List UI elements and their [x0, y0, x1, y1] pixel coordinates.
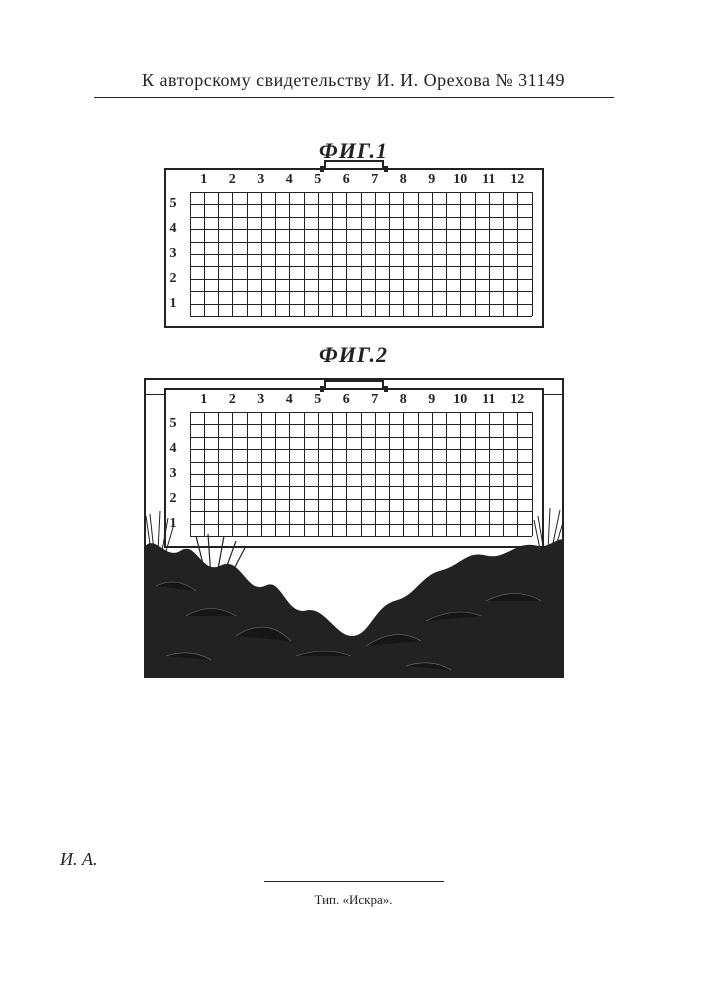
column-number: 5	[314, 392, 321, 408]
grid-hline	[190, 437, 532, 438]
fig2-scene: 123456789101112 54321	[144, 378, 564, 678]
grid-hline	[190, 486, 532, 487]
grid-hline	[190, 412, 532, 413]
grid-hline	[190, 424, 532, 425]
row-number: 4	[170, 221, 177, 237]
column-number: 4	[286, 392, 293, 408]
column-number: 7	[371, 172, 378, 188]
grid-hline	[190, 266, 532, 267]
column-number: 1	[200, 392, 207, 408]
grid-hline	[190, 242, 532, 243]
fig1-row-numbers: 5 4 3 2 1	[170, 192, 188, 316]
column-number: 12	[510, 172, 524, 188]
fig2-terrain	[146, 506, 564, 676]
grid-hline	[190, 192, 532, 193]
grid-hline	[190, 499, 532, 500]
column-number: 10	[453, 392, 467, 408]
grid-hline	[190, 229, 532, 230]
column-number: 11	[482, 392, 495, 408]
column-number: 8	[400, 392, 407, 408]
page: К авторскому свидетельству И. И. Орехова…	[0, 0, 707, 1000]
grid-hline	[190, 449, 532, 450]
grid-hline	[190, 304, 532, 305]
fig1-grid	[190, 192, 532, 316]
row-number: 4	[170, 441, 177, 457]
column-number: 12	[510, 392, 524, 408]
column-number: 3	[257, 172, 264, 188]
grid-hline	[190, 217, 532, 218]
grid-hline	[190, 254, 532, 255]
row-number: 2	[170, 271, 177, 287]
column-number: 2	[229, 392, 236, 408]
fig2-label: ФИГ.2	[144, 342, 564, 368]
column-number: 6	[343, 172, 350, 188]
certificate-header: К авторскому свидетельству И. И. Орехова…	[60, 70, 647, 91]
grid-hline	[190, 291, 532, 292]
row-number: 5	[170, 196, 177, 212]
fig1-column-numbers: 123456789101112	[190, 172, 532, 190]
column-number: 2	[229, 172, 236, 188]
row-number: 3	[170, 466, 177, 482]
grid-hline	[190, 462, 532, 463]
fig1-handle	[314, 160, 394, 170]
column-number: 5	[314, 172, 321, 188]
typography-credit: Тип. «Искра».	[0, 892, 707, 908]
grid-hline	[190, 474, 532, 475]
column-number: 9	[428, 172, 435, 188]
column-number: 9	[428, 392, 435, 408]
grid-hline	[190, 279, 532, 280]
row-number: 5	[170, 416, 177, 432]
grid-hline	[190, 316, 532, 317]
row-number: 1	[170, 296, 177, 312]
column-number: 1	[200, 172, 207, 188]
column-number: 7	[371, 392, 378, 408]
fig1-grid-frame: 123456789101112 54321	[164, 168, 544, 328]
column-number: 11	[482, 172, 495, 188]
column-number: 6	[343, 392, 350, 408]
initials: И. А.	[60, 849, 98, 870]
header-rule	[94, 97, 614, 98]
row-number: 3	[170, 246, 177, 262]
figures-block: ФИГ.1 123456789101112 54321 ФИГ.2 123456…	[144, 138, 564, 678]
grid-hline	[190, 204, 532, 205]
fig2-handle	[314, 380, 394, 390]
grid-vline	[532, 192, 533, 316]
footer-rule	[264, 881, 444, 882]
column-number: 4	[286, 172, 293, 188]
row-number: 2	[170, 491, 177, 507]
fig2-column-numbers: 123456789101112	[190, 392, 532, 410]
column-number: 3	[257, 392, 264, 408]
column-number: 10	[453, 172, 467, 188]
column-number: 8	[400, 172, 407, 188]
